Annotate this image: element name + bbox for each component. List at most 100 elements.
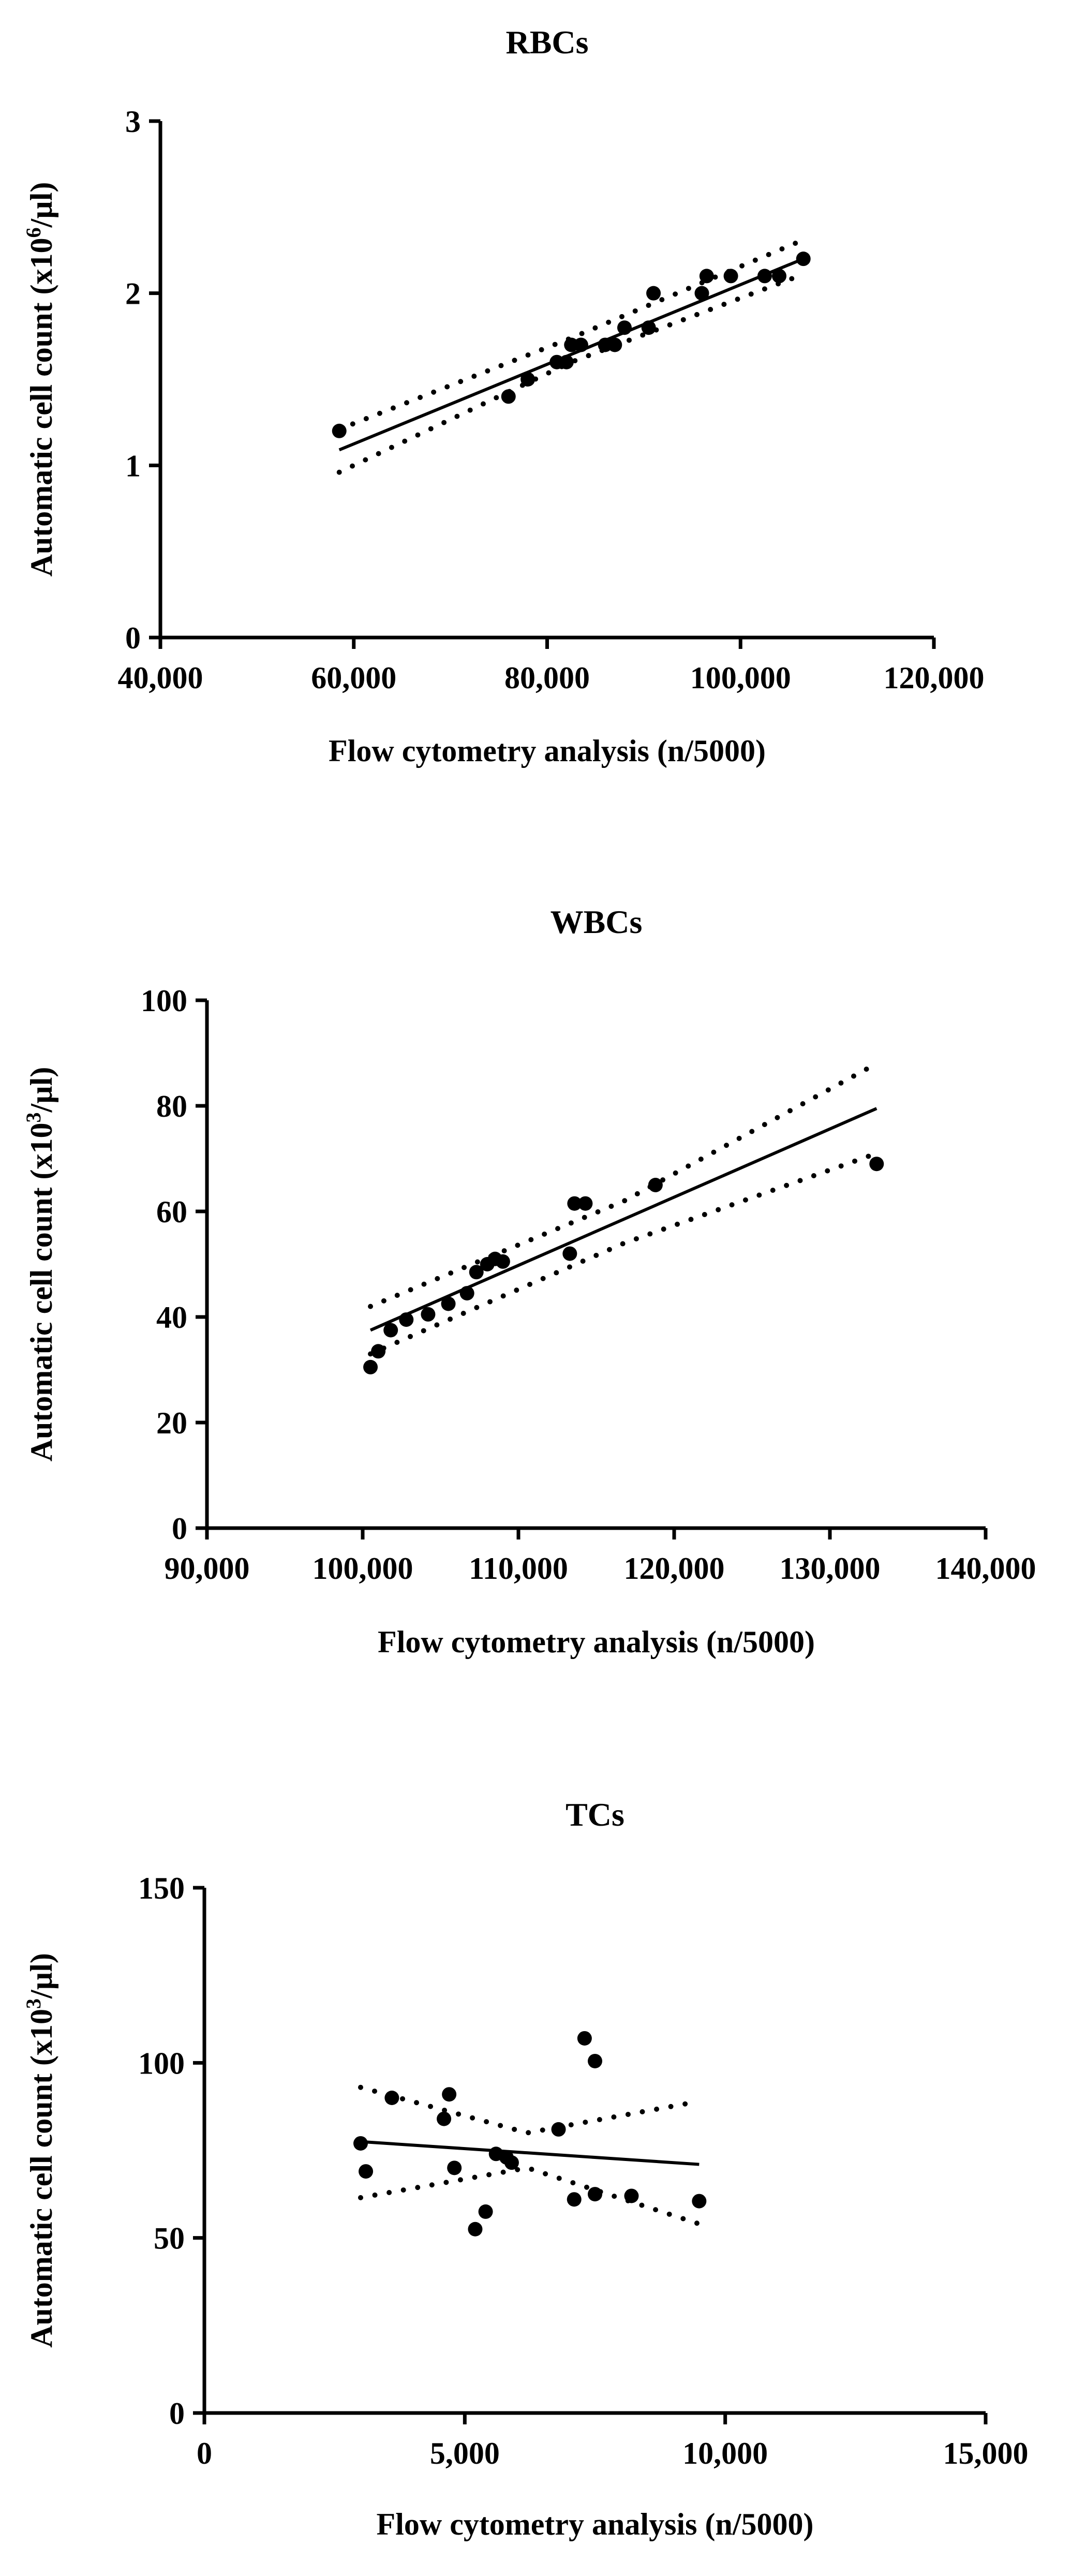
data-point — [437, 2111, 452, 2126]
x-tick-label: 60,000 — [311, 661, 396, 695]
data-point — [469, 1265, 484, 1280]
data-point — [648, 1178, 663, 1192]
x-tick-label: 120,000 — [624, 1551, 725, 1586]
y-axis-label: Automatic cell count (x103/µl) — [22, 1953, 58, 2348]
data-point — [562, 1246, 577, 1261]
x-tick-label: 10,000 — [682, 2436, 768, 2470]
y-tick-label: 20 — [156, 1406, 187, 1440]
data-point — [567, 1196, 582, 1211]
y-axis-label: Automatic cell count (x103/µl) — [22, 1067, 58, 1462]
chart-panel-tcs: TCs 0 50 100 150 0 5,000 10,000 15,000 Flow cytom… — [22, 1796, 1029, 2541]
data-point — [692, 2194, 707, 2209]
y-axis-label-main: Automatic cell count (x10 — [24, 238, 58, 577]
x-tick-label: 40,000 — [118, 661, 203, 695]
regression-line — [360, 2140, 700, 2166]
x-tick-label: 140,000 — [935, 1551, 1036, 1586]
data-point — [567, 2192, 582, 2207]
y-tick-label: 100 — [141, 984, 187, 1018]
data-point — [699, 269, 714, 284]
x-tick-label: 120,000 — [884, 661, 985, 695]
data-point — [383, 1323, 398, 1338]
data-point — [577, 2031, 592, 2046]
y-axis-label-unit: /µl) — [24, 1953, 58, 1999]
y-axis-label-superscript: 3 — [22, 1998, 45, 2009]
x-axis-label: Flow cytometry analysis (n/5000) — [329, 734, 766, 768]
data-point — [694, 286, 709, 301]
data-point — [384, 2091, 399, 2105]
ci-upper-band — [368, 1061, 880, 1309]
y-tick-label: 50 — [154, 2222, 185, 2256]
data-point — [520, 372, 535, 387]
y-axis-label-superscript: 3 — [22, 1113, 45, 1123]
y-tick-label: 80 — [156, 1089, 187, 1123]
data-point — [353, 2136, 368, 2151]
data-point — [869, 1157, 884, 1172]
y-axis-label-unit: /µl) — [24, 182, 58, 228]
regression-line — [369, 1107, 877, 1332]
x-tick-label: 130,000 — [780, 1551, 881, 1586]
data-point — [359, 2164, 374, 2179]
y-tick-label: 3 — [125, 105, 141, 139]
data-point — [363, 1359, 378, 1374]
data-point — [495, 1254, 510, 1269]
data-point — [501, 389, 516, 404]
ci-upper-band — [358, 2084, 702, 2136]
data-point — [442, 2087, 457, 2102]
data-point — [617, 320, 632, 335]
data-point — [723, 269, 738, 284]
x-tick-label: 110,000 — [469, 1551, 568, 1586]
chart-panel-rbcs: RBCs 0 1 2 3 40,000 60,000 80,000 100,000 120,000… — [22, 24, 985, 768]
data-point — [504, 2155, 519, 2170]
chart-title: RBCs — [505, 24, 588, 61]
x-axis-label: Flow cytometry analysis (n/5000) — [377, 2507, 814, 2541]
y-axis-label-superscript: 6 — [22, 228, 45, 238]
data-point — [421, 1307, 436, 1322]
data-point — [332, 423, 347, 438]
data-point — [559, 354, 574, 369]
ci-upper-band — [336, 237, 806, 432]
x-tick-label: 5,000 — [430, 2436, 500, 2470]
data-point — [459, 1286, 474, 1301]
data-point — [447, 2160, 462, 2175]
y-tick-label: 0 — [169, 2396, 185, 2431]
ci-lower-band — [358, 2165, 702, 2227]
data-point — [757, 269, 772, 284]
y-tick-label: 100 — [138, 2046, 185, 2080]
y-tick-label: 40 — [156, 1300, 187, 1335]
data-point — [646, 286, 661, 301]
data-point — [588, 2187, 602, 2202]
chart-title: TCs — [566, 1796, 624, 1833]
y-tick-label: 2 — [125, 277, 141, 311]
data-point — [624, 2188, 639, 2203]
y-axis-label-main: Automatic cell count (x10 — [24, 2009, 58, 2348]
data-point — [588, 2053, 602, 2068]
ci-lower-band — [336, 272, 806, 475]
data-point — [441, 1296, 456, 1311]
data-point — [796, 251, 811, 267]
data-point — [551, 2122, 566, 2137]
data-point — [478, 2204, 493, 2219]
y-tick-label: 150 — [138, 1871, 185, 1905]
data-point — [772, 269, 786, 284]
data-point — [468, 2222, 483, 2237]
data-point — [578, 1196, 593, 1211]
chart-panel-wbcs: WBCs 0 20 40 60 80 100 90,000 100,000 110,000 120,… — [22, 904, 1036, 1659]
ci-lower-band — [368, 1150, 880, 1357]
y-tick-label: 60 — [156, 1195, 187, 1229]
x-tick-label: 100,000 — [690, 661, 791, 695]
x-axis-label: Flow cytometry analysis (n/5000) — [378, 1625, 815, 1659]
y-tick-label: 1 — [125, 449, 141, 483]
y-axis-label-main: Automatic cell count (x10 — [24, 1123, 58, 1462]
x-tick-label: 80,000 — [504, 661, 590, 695]
chart-title: WBCs — [551, 904, 643, 940]
data-point — [371, 1344, 386, 1359]
y-tick-label: 0 — [172, 1512, 187, 1546]
y-tick-label: 0 — [125, 621, 141, 655]
x-tick-label: 100,000 — [313, 1551, 413, 1586]
x-tick-label: 90,000 — [165, 1551, 250, 1586]
data-point — [573, 337, 588, 352]
regression-line — [338, 257, 804, 452]
y-axis-label-unit: /µl) — [24, 1067, 58, 1113]
data-point — [641, 320, 656, 335]
